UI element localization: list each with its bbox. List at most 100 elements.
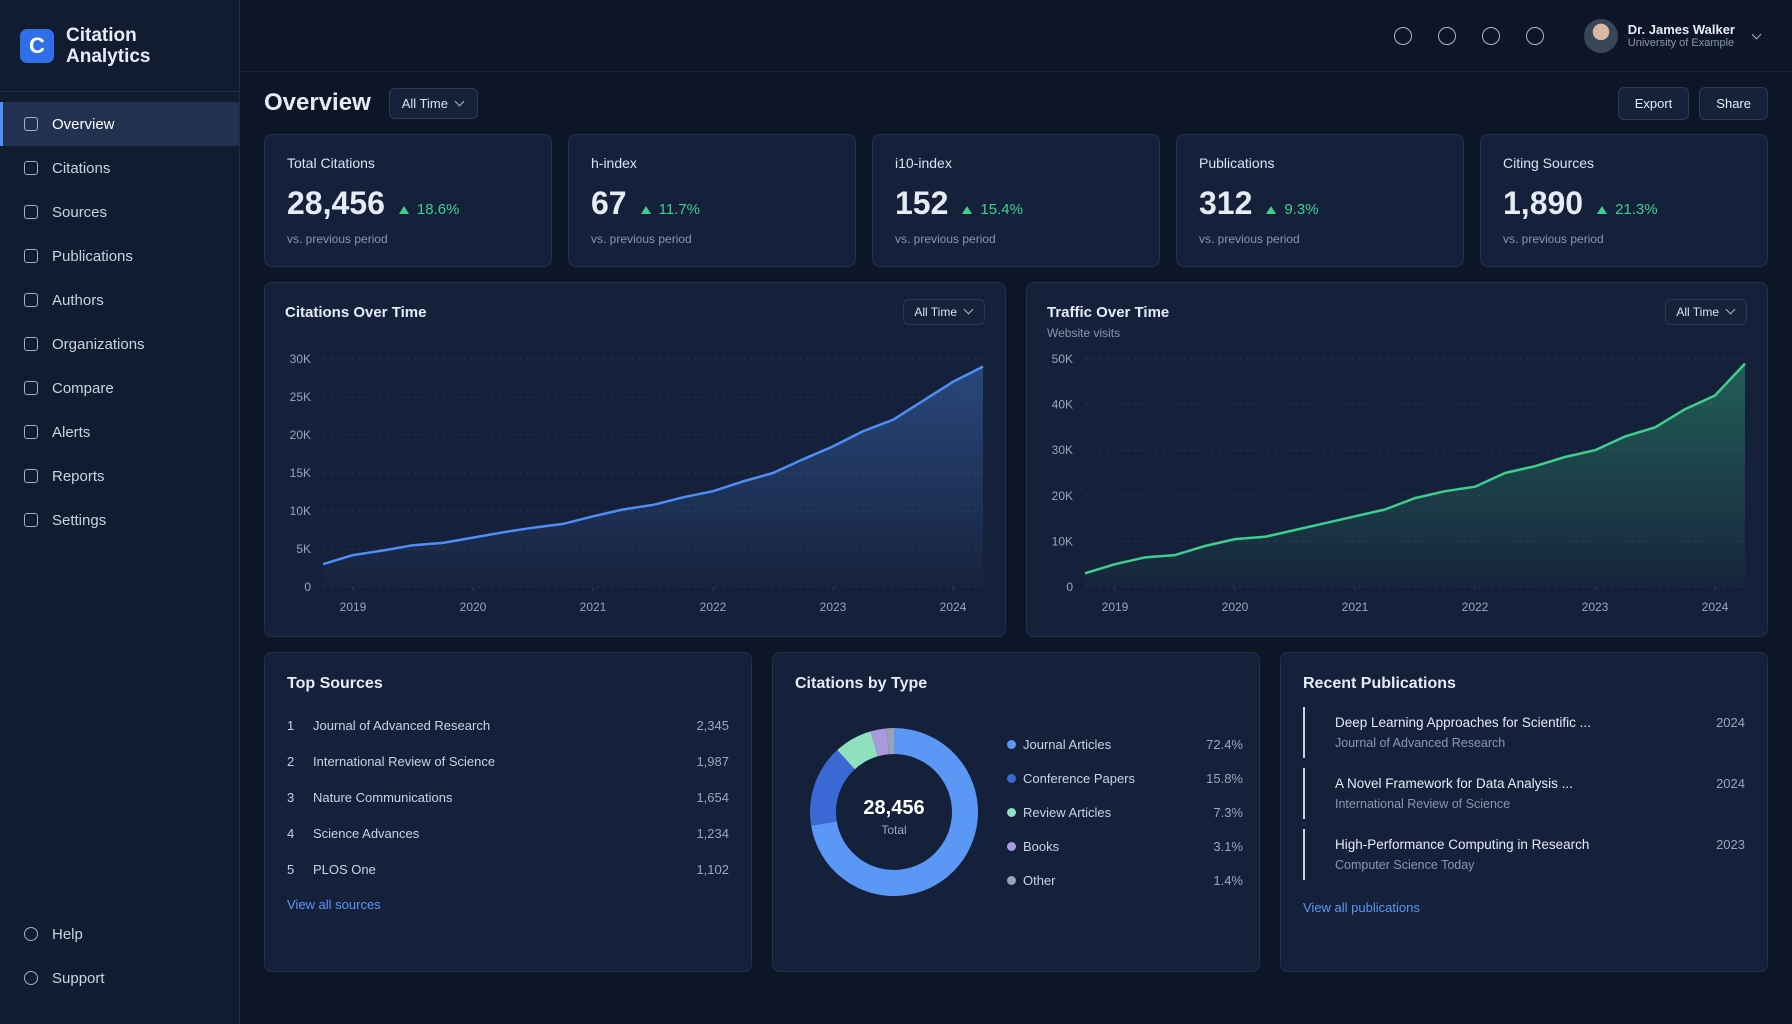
donut-segment: [886, 728, 894, 755]
publication[interactable]: A Novel Framework for Data Analysis ... I…: [1303, 768, 1767, 819]
publication-title: Deep Learning Approaches for Scientific …: [1335, 715, 1591, 730]
source-count: 1,102: [696, 861, 729, 877]
x-tick-label: 2021: [1342, 600, 1369, 614]
kpi-row: Total Citations 28,456 18.6% vs. previous p…: [264, 134, 1768, 267]
legend-entry: Books 3.1%: [1007, 829, 1243, 863]
nav-icon: [24, 469, 38, 483]
area-fill: [1085, 363, 1745, 587]
action-button[interactable]: Export: [1617, 86, 1690, 120]
card-title: Top Sources: [287, 675, 383, 692]
x-tick-label: 2020: [460, 600, 487, 614]
publication-text: Deep Learning Approaches for Scientific …: [1335, 715, 1716, 750]
publication[interactable]: High-Performance Computing in Research Co…: [1303, 829, 1767, 880]
nav-item[interactable]: Citations: [0, 146, 239, 190]
pin-icon[interactable]: [1437, 26, 1456, 45]
publication-year: 2023: [1716, 837, 1745, 852]
chevron: [1725, 304, 1736, 315]
source-rank: 2: [287, 753, 295, 769]
x-tick-label: 2021: [580, 600, 607, 614]
action-button[interactable]: Share: [1699, 86, 1768, 120]
nav-icon: [24, 513, 38, 527]
nav-icon: [24, 117, 38, 131]
source-rank: 4: [287, 825, 295, 841]
source-count: 2,345: [696, 717, 729, 733]
publication[interactable]: Deep Learning Approaches for Scientific …: [1303, 707, 1767, 758]
kpi-value: 28,456: [287, 185, 385, 221]
info-icon[interactable]: [1481, 26, 1500, 45]
publication-source: International Review of Science: [1335, 797, 1511, 811]
nav-label: Citations: [52, 159, 111, 177]
source-name: International Review of Science: [313, 753, 496, 769]
nav-item[interactable]: Support: [0, 956, 239, 1000]
legend-label: Review Articles: [1023, 804, 1112, 820]
nav-item[interactable]: Help: [0, 912, 239, 956]
legend-label: Journal Articles: [1023, 736, 1112, 752]
legend-entry: Conference Papers 15.8%: [1007, 761, 1243, 795]
line-chart: Citations Over Time 0 5K 10K 15K 20K 25K 30K 201…: [285, 304, 984, 614]
logo: C: [20, 28, 54, 63]
nav-icon: [24, 161, 38, 175]
nav-item[interactable]: Sources: [0, 190, 239, 234]
kpi-card: h-index 67 11.7% vs. previous period: [568, 134, 856, 267]
view-all-link[interactable]: View all publications: [1303, 900, 1420, 915]
legend-value: 1.4%: [1213, 872, 1243, 888]
user-affiliation: University of Example: [1627, 37, 1735, 49]
legend-label: Other: [1023, 872, 1056, 888]
home-icon[interactable]: [1393, 26, 1412, 45]
dropdown-label: All Time: [401, 95, 448, 111]
center-label: Total: [881, 823, 906, 837]
x-tick-label: 2019: [340, 600, 367, 614]
source-row: 2 International Review of Science 1,987: [265, 743, 751, 779]
y-tick-label: 20K: [290, 428, 311, 442]
nav-item[interactable]: Alerts: [0, 410, 239, 454]
x-tick-label: 2024: [1702, 600, 1729, 614]
nav-icon: [24, 249, 38, 263]
main: Dr. James Walker University of Example O…: [240, 0, 1792, 1024]
y-tick-label: 0: [1066, 580, 1073, 594]
kpi-label: Publications: [1199, 155, 1275, 171]
period-dropdown[interactable]: All Time: [388, 87, 478, 119]
publication-source: Journal of Advanced Research: [1335, 736, 1506, 750]
kpi-card: Citing Sources 1,890 21.3% vs. previous per…: [1480, 134, 1768, 267]
area-fill: [323, 366, 983, 587]
add-icon[interactable]: [1525, 26, 1544, 45]
y-tick-label: 20K: [1052, 489, 1073, 503]
x-tick-label: 2022: [1462, 600, 1489, 614]
kpi-row: 152 15.4%: [895, 185, 1137, 222]
nav-item[interactable]: Compare: [0, 366, 239, 410]
header: Overview All Time Export Share: [264, 72, 1768, 134]
legend-label: Books: [1023, 838, 1060, 854]
nav-item[interactable]: Authors: [0, 278, 239, 322]
nav-item[interactable]: Settings: [0, 498, 239, 542]
y-tick-label: 0: [304, 580, 311, 594]
brand: C Citation Analytics: [0, 0, 239, 92]
nav-item[interactable]: Overview: [0, 102, 239, 146]
chart-dropdown[interactable]: All Time: [903, 299, 985, 325]
kpi-value: 312: [1199, 185, 1253, 221]
dropdown-label: All Time: [1676, 305, 1719, 319]
publication-title: High-Performance Computing in Research: [1335, 837, 1590, 852]
publication-text: High-Performance Computing in Research Co…: [1335, 837, 1716, 872]
nav-label: Reports: [52, 467, 105, 485]
legend-value: 3.1%: [1213, 838, 1243, 854]
brand-name: Citation Analytics: [66, 24, 151, 67]
nav-item[interactable]: Reports: [0, 454, 239, 498]
y-tick-label: 5K: [296, 542, 311, 556]
nav-item[interactable]: Organizations: [0, 322, 239, 366]
publication-year: 2024: [1716, 776, 1745, 791]
chart-dropdown[interactable]: All Time: [1665, 299, 1747, 325]
source-count: 1,234: [696, 825, 729, 841]
x-tick-label: 2023: [820, 600, 847, 614]
donut-segment: [811, 728, 978, 896]
source-name: Journal of Advanced Research: [313, 717, 491, 733]
kpi-value: 152: [895, 185, 949, 221]
source-rank: 5: [287, 861, 295, 877]
view-all-link[interactable]: View all sources: [287, 897, 381, 912]
line-chart: Traffic Over Time Website visits 0 10K 20K 30…: [1047, 304, 1746, 614]
source-count: 1,654: [696, 789, 729, 805]
nav-icon: [24, 205, 38, 219]
source-count: 1,987: [696, 753, 729, 769]
user-menu[interactable]: Dr. James Walker University of Example: [1583, 18, 1762, 53]
nav-item[interactable]: Publications: [0, 234, 239, 278]
y-tick-label: 50K: [1052, 352, 1073, 366]
